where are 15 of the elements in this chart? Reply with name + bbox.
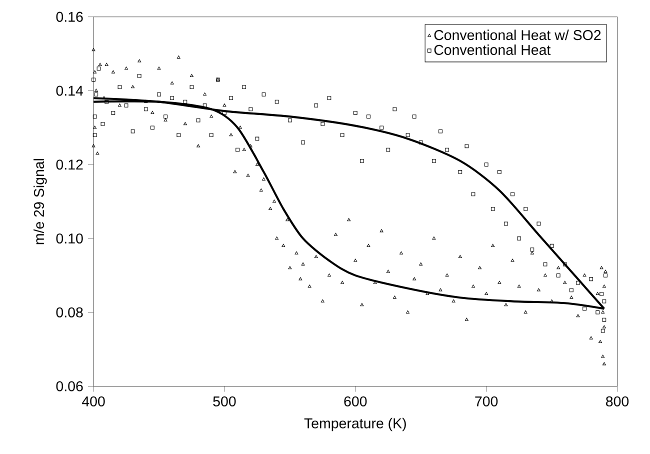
y-tick-label: 0.16 [56,12,83,22]
y-axis-title: m/e 29 Signal [34,159,47,244]
y-tick-label: 0.14 [56,86,83,96]
y-tick-label: 0.06 [56,381,83,392]
x-tick-label: 800 [606,396,629,407]
x-tick-label: 500 [213,396,236,407]
x-tick-label: 700 [475,396,498,407]
y-tick-label: 0.10 [56,234,83,244]
legend-label: Conventional Heat w/ SO2 [434,30,601,40]
x-axis-title: Temperature (K) [304,418,406,432]
y-tick-label: 0.08 [56,308,83,318]
x-tick-label: 600 [344,396,367,407]
legend-label: Conventional Heat [434,44,551,56]
y-tick-label: 0.12 [56,160,83,170]
x-tick-label: 400 [82,396,105,407]
